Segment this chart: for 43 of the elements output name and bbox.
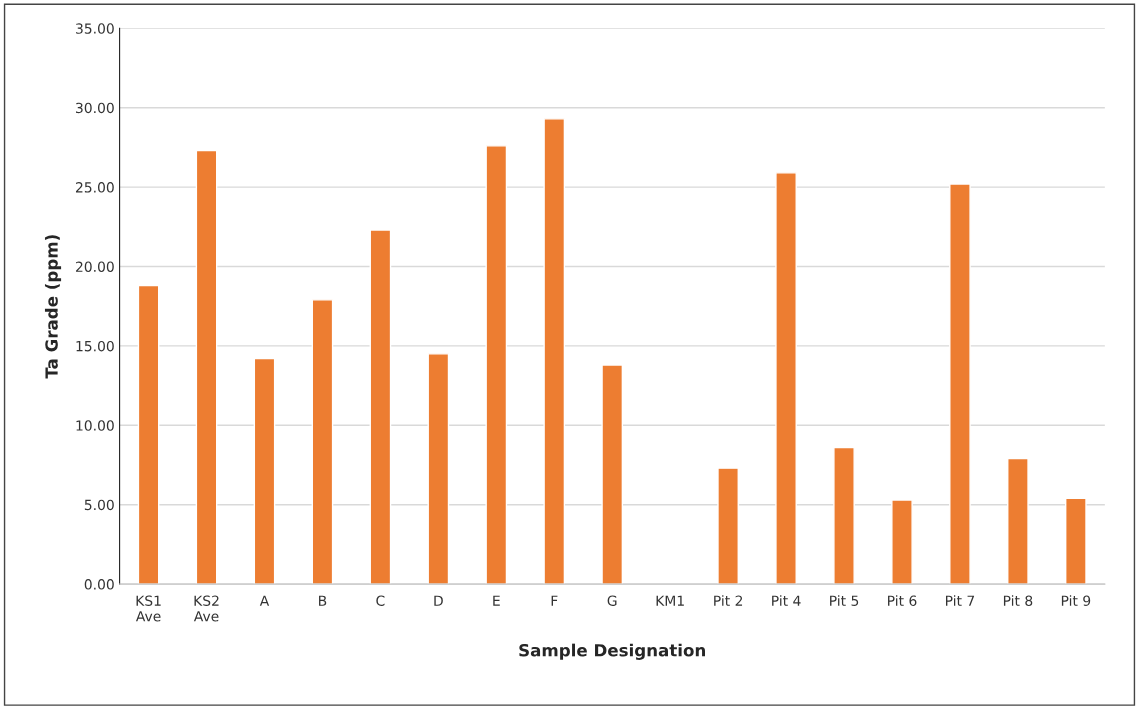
x-tick-label: Pit 5: [830, 595, 859, 606]
bar: [833, 446, 855, 585]
x-axis-title: Sample Designation: [519, 643, 705, 660]
bar: [485, 145, 508, 585]
bar: [891, 499, 913, 585]
y-tick-label: 0.00: [84, 579, 114, 590]
bar: [195, 149, 218, 585]
y-tick-label: 25.00: [75, 182, 114, 193]
x-tick-label: F: [551, 595, 558, 606]
y-tick-label: 5.00: [84, 499, 114, 511]
bar: [311, 299, 334, 585]
bar: [717, 467, 739, 585]
bar: [601, 364, 624, 585]
x-tick-label: B: [319, 595, 327, 606]
bar: [137, 284, 160, 585]
y-axis-title: Ta Grade (ppm): [44, 235, 62, 379]
x-tick-label: Pit 6: [888, 595, 917, 606]
x-tick-label: KS1 Ave: [135, 595, 161, 622]
x-tick-label: G: [607, 595, 617, 606]
x-tick-label: KS2 Ave: [193, 595, 219, 622]
x-tick-label: E: [493, 595, 500, 606]
x-tick-label: KM1: [656, 595, 684, 606]
bar: [543, 118, 566, 585]
bar: [253, 357, 276, 585]
y-tick-label: 15.00: [76, 340, 114, 352]
y-tick-label: 30.00: [76, 102, 114, 114]
x-tick-label: Pit 8: [1003, 595, 1033, 606]
y-tick-label: 20.00: [75, 261, 114, 272]
bar: [775, 172, 797, 585]
x-tick-label: Pit 9: [1061, 595, 1091, 606]
y-tick-label: 10.00: [76, 420, 114, 431]
bar: [1065, 497, 1087, 585]
x-tick-label: C: [376, 595, 385, 606]
bar: [949, 183, 971, 585]
x-tick-label: D: [434, 595, 443, 606]
bar: [369, 229, 392, 585]
x-tick-label: Pit 7: [946, 595, 975, 606]
x-tick-label: Pit 4: [772, 595, 801, 606]
x-tick-label: Pit 2: [714, 595, 743, 606]
y-tick-label: 35.00: [76, 23, 114, 34]
bar: [1007, 457, 1029, 585]
bar: [427, 353, 450, 585]
x-tick-label: A: [259, 595, 270, 606]
